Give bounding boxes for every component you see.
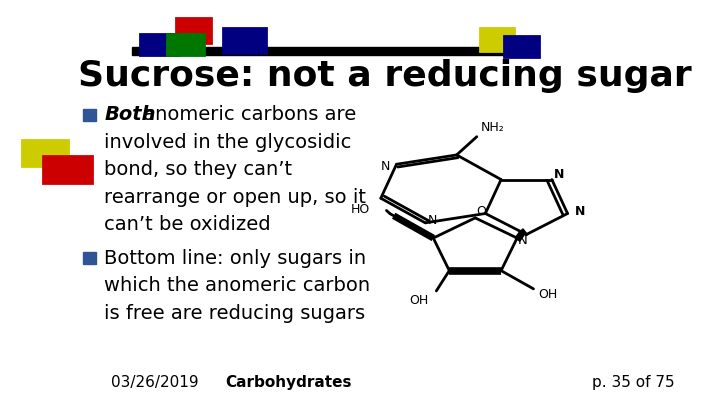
Bar: [22, 140, 68, 166]
Text: HO: HO: [351, 203, 370, 216]
Text: is free are reducing sugars: is free are reducing sugars: [104, 304, 366, 323]
Text: rearrange or open up, so it: rearrange or open up, so it: [104, 188, 366, 207]
Text: N: N: [428, 214, 437, 227]
Bar: [43, 156, 92, 183]
Text: N: N: [518, 234, 528, 247]
Text: Both: Both: [104, 105, 156, 124]
Text: 03/26/2019: 03/26/2019: [111, 375, 199, 390]
Bar: [132, 47, 529, 55]
Text: Bottom line: only sugars in: Bottom line: only sugars in: [104, 249, 366, 268]
Bar: [480, 28, 514, 51]
Bar: [223, 28, 266, 53]
Text: involved in the glycosidic: involved in the glycosidic: [104, 133, 352, 151]
Text: which the anomeric carbon: which the anomeric carbon: [104, 277, 371, 295]
Bar: [167, 34, 204, 55]
Text: bond, so they can’t: bond, so they can’t: [104, 160, 292, 179]
Bar: [83, 109, 96, 121]
Text: Sucrose: not a reducing sugar: Sucrose: not a reducing sugar: [78, 59, 692, 93]
Text: anomeric carbons are: anomeric carbons are: [137, 105, 356, 124]
Text: can’t be oxidized: can’t be oxidized: [104, 215, 271, 234]
Text: N: N: [575, 205, 585, 218]
Bar: [140, 34, 178, 55]
Bar: [504, 36, 539, 57]
Text: Carbohydrates: Carbohydrates: [225, 375, 351, 390]
Text: N: N: [381, 160, 390, 173]
Text: N: N: [554, 168, 564, 181]
Text: OH: OH: [410, 294, 428, 307]
Bar: [83, 252, 96, 264]
Text: p. 35 of 75: p. 35 of 75: [593, 375, 675, 390]
Text: NH₂: NH₂: [481, 121, 505, 134]
Text: OH: OH: [539, 288, 557, 301]
Text: O: O: [476, 205, 486, 218]
Bar: [176, 18, 211, 43]
